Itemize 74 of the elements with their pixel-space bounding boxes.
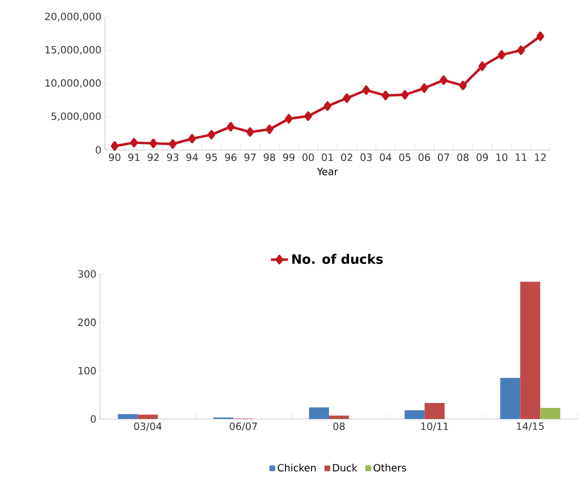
bar (540, 408, 560, 419)
x-tick-label: 03 (360, 154, 372, 162)
y-tick-label: 20,000,000 (45, 12, 101, 22)
point (324, 101, 332, 111)
x-tick-label: 08 (333, 422, 345, 430)
x-tick-label: 06/07 (230, 422, 257, 431)
y-tick-label: 5,000,000 (52, 112, 101, 122)
legend-label: Duck (333, 464, 358, 472)
x-tick-label: 11 (516, 154, 526, 161)
bar (329, 416, 350, 419)
point (478, 61, 486, 71)
y-tick-label: 0 (90, 415, 96, 423)
x-tick-label: 06 (418, 154, 430, 162)
x-tick-label: 07 (438, 154, 450, 162)
x-tick-label: 91 (128, 154, 140, 162)
point (304, 111, 312, 121)
point (226, 122, 235, 132)
bar (118, 414, 138, 419)
x-tick-label: 10/11 (421, 422, 448, 431)
x-tick-label: 14/15 (516, 422, 544, 431)
bar (138, 414, 158, 419)
bar (500, 378, 520, 419)
y-tick-label: 15,000,000 (46, 46, 101, 55)
point (246, 127, 254, 137)
bar (404, 410, 425, 419)
x-tick-label: 92 (148, 154, 159, 162)
point (266, 124, 274, 134)
legend-label: Others (374, 464, 406, 472)
x-axis-title: Year (316, 168, 338, 176)
point (188, 134, 196, 144)
x-tick-label: 95 (206, 154, 217, 162)
x-tick-label: 03/04 (134, 422, 162, 431)
point (284, 114, 293, 124)
point (150, 138, 158, 148)
point (110, 141, 119, 151)
x-tick-label: 94 (186, 154, 198, 162)
point (536, 32, 544, 42)
y-tick-label: 300 (78, 270, 96, 278)
x-tick-label: 93 (167, 154, 178, 162)
point (342, 93, 351, 103)
y-tick-label: 100 (78, 366, 96, 374)
x-tick-label: 01 (322, 154, 333, 162)
x-tick-label: 02 (341, 154, 352, 162)
x-tick-label: 97 (244, 154, 256, 162)
y-tick-label: 10,000,000 (46, 79, 101, 88)
x-tick-label: 99 (283, 154, 294, 162)
x-tick-label: 08 (457, 154, 469, 162)
bar (520, 282, 540, 419)
y-tick-label: 200 (78, 318, 96, 326)
x-tick-label: 00 (302, 154, 314, 162)
point (168, 139, 177, 149)
point (517, 46, 525, 55)
x-tick-label: 12 (535, 154, 546, 161)
point (401, 90, 409, 100)
legend-label: No. of ducks (292, 254, 383, 264)
x-tick-label: 05 (399, 154, 410, 162)
bar (309, 407, 330, 419)
x-tick-label: 98 (264, 154, 276, 162)
point (498, 50, 506, 60)
x-tick-label: 04 (380, 154, 392, 162)
y-tick-label: 0 (96, 146, 101, 154)
legend-label: Chicken (278, 464, 316, 472)
point (362, 85, 370, 95)
point (130, 138, 138, 148)
point (459, 80, 467, 90)
point (440, 75, 448, 85)
point (208, 130, 216, 140)
point (420, 83, 428, 93)
bar (424, 403, 445, 419)
x-tick-label: 96 (225, 154, 236, 162)
point (382, 90, 390, 100)
x-tick-label: 09 (476, 154, 488, 162)
x-tick-label: 10 (496, 154, 508, 162)
x-tick-label: 90 (108, 154, 120, 162)
